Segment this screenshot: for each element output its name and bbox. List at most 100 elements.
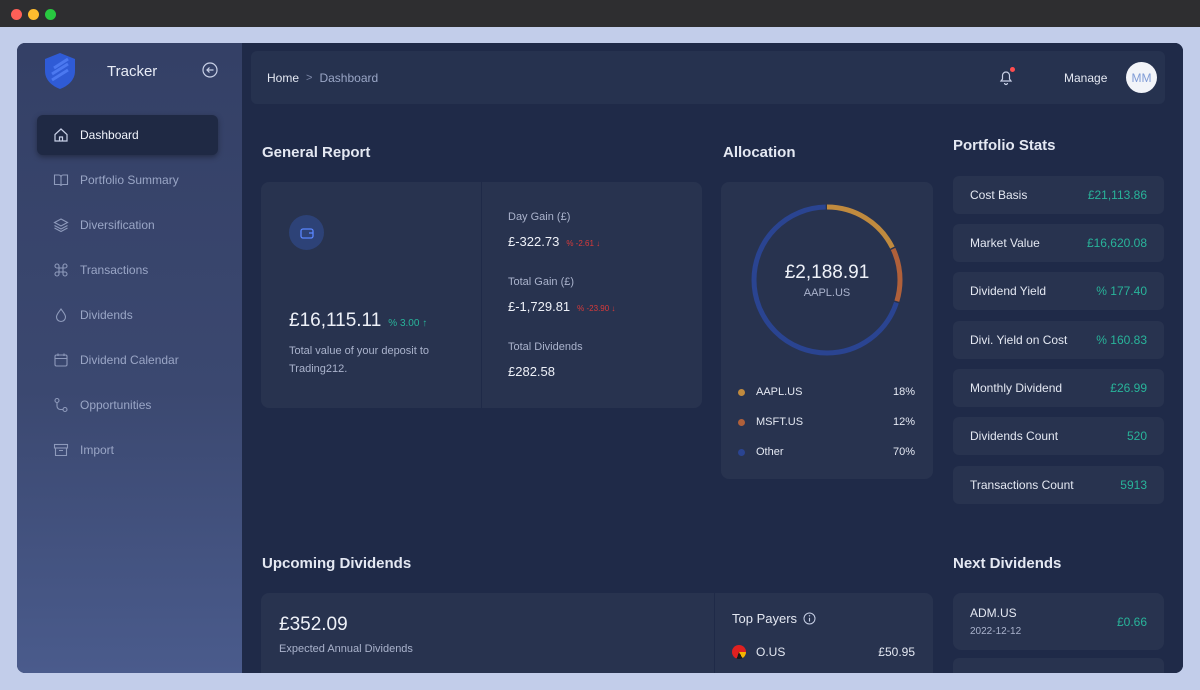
stat-label: Dividends Count bbox=[970, 429, 1059, 443]
total-value-description: Total value of your deposit to Trading21… bbox=[289, 342, 469, 378]
sidebar-item-diversification[interactable]: Diversification bbox=[37, 205, 218, 245]
day-gain-change: % -2.61 ↓ bbox=[566, 239, 601, 248]
next-dividend-date: 2022-12-12 bbox=[970, 626, 1022, 637]
legend-item-aapl[interactable]: AAPL.US 18% bbox=[738, 386, 915, 398]
stat-label: Divi. Yield on Cost bbox=[970, 333, 1068, 347]
legend-dot bbox=[738, 388, 745, 396]
total-dividends: £282.58 bbox=[508, 364, 555, 379]
expected-annual-dividends-value: £352.09 bbox=[279, 614, 348, 635]
total-gain-value: £-1,729.81 bbox=[508, 299, 571, 314]
stat-label: Market Value bbox=[970, 236, 1040, 250]
archive-icon bbox=[53, 442, 69, 458]
app-window: Tracker Dashboard Portfolio Summary Dive… bbox=[17, 43, 1183, 673]
legend-percent: 18% bbox=[892, 386, 915, 398]
breadcrumb-separator: > bbox=[306, 72, 313, 84]
stat-label: Transactions Count bbox=[970, 478, 1074, 492]
total-gain-label: Total Gain (£) bbox=[508, 276, 575, 288]
legend-dot bbox=[738, 448, 745, 456]
sidebar-item-label: Diversification bbox=[80, 218, 155, 232]
collapse-sidebar-icon[interactable] bbox=[202, 62, 218, 78]
legend-name: AAPL.US bbox=[756, 386, 803, 398]
info-icon[interactable] bbox=[803, 612, 816, 625]
stat-transactions-count: Transactions Count 5913 bbox=[953, 466, 1164, 504]
card-divider bbox=[481, 182, 482, 408]
user-avatar[interactable]: MM bbox=[1126, 62, 1157, 93]
manage-link[interactable]: Manage bbox=[1064, 71, 1108, 85]
layers-icon bbox=[53, 217, 69, 233]
legend-dot bbox=[738, 418, 745, 426]
next-dividend-item[interactable]: ADM.US 2022-12-12 £0.66 bbox=[953, 593, 1164, 650]
sidebar-item-dividend-calendar[interactable]: Dividend Calendar bbox=[37, 340, 218, 380]
sidebar-item-dashboard[interactable]: Dashboard bbox=[37, 115, 218, 155]
stat-value: % 177.40 bbox=[1096, 284, 1147, 298]
donut-segment-other[interactable] bbox=[751, 204, 903, 356]
description-line: Trading212. bbox=[289, 363, 348, 375]
sidebar-item-import[interactable]: Import bbox=[37, 430, 218, 470]
stat-dividends-count: Dividends Count 520 bbox=[953, 417, 1164, 455]
sidebar-item-label: Transactions bbox=[80, 263, 149, 277]
allocation-donut-chart bbox=[751, 204, 903, 356]
sidebar-item-label: Opportunities bbox=[80, 398, 152, 412]
total-dividends-value: £282.58 bbox=[508, 364, 555, 379]
top-payer-row[interactable]: O.US £50.95 bbox=[732, 645, 915, 659]
total-gain: £-1,729.81 % -23.90 ↓ bbox=[508, 299, 615, 314]
donut-segment-aapl-us[interactable] bbox=[751, 204, 903, 356]
breadcrumb-home[interactable]: Home bbox=[267, 71, 300, 85]
stat-value: 520 bbox=[1126, 429, 1147, 443]
stat-value: £26.99 bbox=[1110, 381, 1147, 395]
stat-dividend-yield: Dividend Yield % 177.40 bbox=[953, 272, 1164, 310]
sidebar-item-dividends[interactable]: Dividends bbox=[37, 295, 218, 335]
stat-monthly-dividend: Monthly Dividend £26.99 bbox=[953, 369, 1164, 407]
window-titlebar bbox=[0, 0, 1200, 27]
sidebar-item-portfolio-summary[interactable]: Portfolio Summary bbox=[37, 160, 218, 200]
total-value-amount: £16,115.11 bbox=[289, 310, 382, 331]
total-value-change: % 3.00 ↑ bbox=[388, 318, 428, 329]
notification-bell-icon[interactable] bbox=[997, 68, 1015, 86]
sidebar-item-label: Dashboard bbox=[80, 128, 139, 142]
sidebar-item-opportunities[interactable]: Opportunities bbox=[37, 385, 218, 425]
stat-value: 5913 bbox=[1120, 478, 1147, 492]
legend-percent: 12% bbox=[892, 416, 915, 428]
stat-value: £16,620.08 bbox=[1086, 236, 1147, 250]
legend-name: MSFT.US bbox=[756, 416, 804, 428]
day-gain-label: Day Gain (£) bbox=[508, 211, 571, 223]
sidebar-nav: Dashboard Portfolio Summary Diversificat… bbox=[37, 115, 218, 475]
breadcrumb: Home > Dashboard bbox=[267, 71, 378, 85]
next-dividends-title: Next Dividends bbox=[953, 555, 1062, 572]
top-payer-name: O.US bbox=[756, 645, 786, 659]
legend-item-other[interactable]: Other 70% bbox=[738, 446, 915, 458]
donut-segment-msft-us[interactable] bbox=[751, 204, 903, 356]
command-icon bbox=[53, 262, 69, 278]
legend-item-msft[interactable]: MSFT.US 12% bbox=[738, 416, 915, 428]
next-dividend-item-partial[interactable] bbox=[953, 658, 1164, 673]
general-report-card: £16,115.11 % 3.00 ↑ Total value of your … bbox=[261, 182, 702, 408]
book-icon bbox=[53, 172, 69, 188]
total-gain-change: % -23.90 ↓ bbox=[577, 304, 616, 313]
general-report-title: General Report bbox=[262, 144, 371, 161]
droplet-icon bbox=[53, 307, 69, 323]
sidebar-item-transactions[interactable]: Transactions bbox=[37, 250, 218, 290]
home-icon bbox=[53, 127, 69, 143]
allocation-title: Allocation bbox=[723, 144, 796, 161]
top-payers-title: Top Payers bbox=[732, 611, 816, 626]
stat-label: Dividend Yield bbox=[970, 284, 1047, 298]
allocation-card: £2,188.91 AAPL.US AAPL.US 18% MSFT.US 12… bbox=[721, 182, 933, 479]
sidebar: Tracker Dashboard Portfolio Summary Dive… bbox=[17, 43, 242, 673]
shield-logo-icon[interactable] bbox=[43, 52, 77, 90]
card-divider bbox=[714, 593, 715, 673]
legend-name: Other bbox=[756, 446, 784, 458]
top-payers-label: Top Payers bbox=[732, 611, 798, 626]
stat-market-value: Market Value £16,620.08 bbox=[953, 224, 1164, 262]
main-content: Home > Dashboard Manage MM General Repor… bbox=[242, 43, 1183, 673]
stat-value: % 160.83 bbox=[1096, 333, 1147, 347]
stat-label: Cost Basis bbox=[970, 188, 1028, 202]
minimize-window-button[interactable] bbox=[28, 9, 39, 20]
close-window-button[interactable] bbox=[11, 9, 22, 20]
maximize-window-button[interactable] bbox=[45, 9, 56, 20]
calendar-icon bbox=[53, 352, 69, 368]
sidebar-item-label: Portfolio Summary bbox=[80, 173, 179, 187]
sidebar-item-label: Dividends bbox=[80, 308, 133, 322]
stat-label: Monthly Dividend bbox=[970, 381, 1063, 395]
stat-cost-basis: Cost Basis £21,113.86 bbox=[953, 176, 1164, 214]
stat-yield-on-cost: Divi. Yield on Cost % 160.83 bbox=[953, 321, 1164, 359]
